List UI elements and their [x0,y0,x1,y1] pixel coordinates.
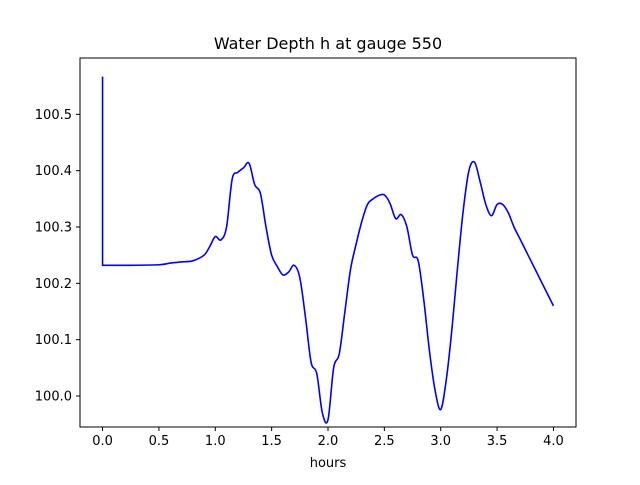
x-tick-label: 2.5 [374,434,395,449]
x-tick-label: 2.0 [318,434,339,449]
series-layer [101,76,555,424]
plot-frame [79,57,577,428]
x-axis-ticks: 0.0 0.5 1.0 1.5 2.0 2.5 3.0 3.5 4.0 [92,427,564,449]
x-tick-label: 1.5 [261,434,282,449]
x-tick-label: 0.0 [92,434,113,449]
x-axis-label: hours [310,456,347,471]
x-tick-label: 3.5 [487,434,508,449]
y-tick-label: 100.3 [35,221,72,236]
plot-background [80,58,576,427]
x-tick-label: 4.0 [543,434,564,449]
y-axis-ticks: 100.0 100.1 100.2 100.3 100.4 100.5 [35,108,80,405]
x-tick-label: 3.0 [430,434,451,449]
x-tick-label: 0.5 [149,434,170,449]
y-tick-label: 100.2 [35,277,72,292]
y-tick-label: 100.4 [35,164,72,179]
x-tick-label: 1.0 [205,434,226,449]
y-tick-label: 100.0 [35,390,72,405]
y-tick-label: 100.5 [35,108,72,123]
series-line [101,76,555,424]
y-tick-label: 100.1 [35,333,72,348]
chart-title: Water Depth h at gauge 550 [214,34,442,53]
